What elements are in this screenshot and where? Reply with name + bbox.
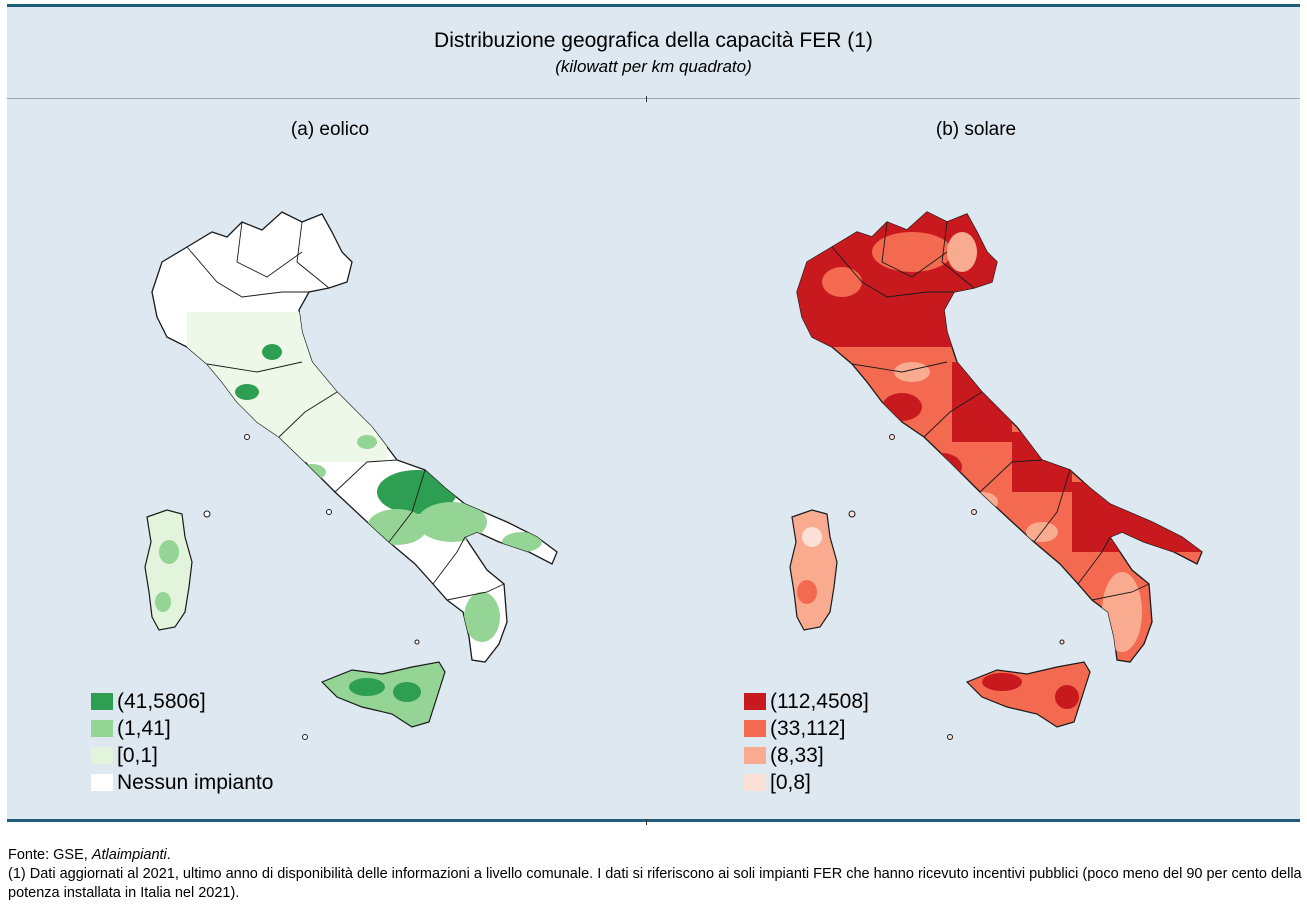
source-line: Fonte: GSE, Atlaimpianti. bbox=[8, 846, 1303, 865]
legend-swatch bbox=[744, 693, 766, 710]
legend-label: [0,8] bbox=[770, 770, 811, 794]
legend-label: (41,5806] bbox=[117, 689, 206, 713]
source-suffix: . bbox=[166, 847, 171, 863]
legend-label: (8,33] bbox=[770, 743, 824, 767]
source-name: Atlaimpianti bbox=[91, 847, 167, 863]
legend-item: (41,5806] bbox=[91, 688, 273, 715]
legend-item: (1,41] bbox=[91, 715, 273, 742]
legend-swatch bbox=[744, 747, 766, 764]
legend-swatch bbox=[91, 720, 113, 737]
figure-frame: Distribuzione geografica della capacità … bbox=[7, 4, 1300, 822]
legend-swatch bbox=[744, 774, 766, 791]
center-tick-bottom bbox=[646, 819, 647, 825]
panel-title-solare: (b) solare bbox=[935, 119, 1017, 140]
center-tick-top bbox=[646, 96, 647, 102]
legend-label: (1,41] bbox=[117, 716, 171, 740]
legend-label: [0,1] bbox=[117, 743, 158, 767]
map-solare bbox=[789, 211, 1203, 740]
legend-item: Nessun impianto bbox=[91, 769, 273, 796]
figure-header: Distribuzione geografica della capacità … bbox=[7, 7, 1300, 99]
legend-eolico: (41,5806] (1,41] [0,1] Nessun impianto bbox=[91, 688, 273, 796]
legend-item: (33,112] bbox=[744, 715, 869, 742]
legend-item: [0,1] bbox=[91, 742, 273, 769]
footnote: (1) Dati aggiornati al 2021, ultimo anno… bbox=[8, 866, 1302, 901]
legend-solare: (112,4508] (33,112] (8,33] [0,8] bbox=[744, 688, 869, 796]
legend-label: (112,4508] bbox=[770, 689, 869, 713]
figure-footer: Fonte: GSE, Atlaimpianti. (1) Dati aggio… bbox=[8, 846, 1303, 903]
map-eolico bbox=[144, 211, 558, 740]
header-divider bbox=[7, 98, 1300, 99]
legend-swatch bbox=[91, 693, 113, 710]
legend-swatch bbox=[744, 720, 766, 737]
legend-swatch bbox=[91, 747, 113, 764]
panel-title-eolico: (a) eolico bbox=[290, 119, 370, 140]
legend-swatch bbox=[91, 774, 113, 791]
legend-item: (8,33] bbox=[744, 742, 869, 769]
legend-item: [0,8] bbox=[744, 769, 869, 796]
figure-subtitle: (kilowatt per km quadrato) bbox=[555, 57, 752, 76]
legend-label: Nessun impianto bbox=[117, 770, 274, 794]
legend-label: (33,112] bbox=[770, 716, 846, 740]
figure-title: Distribuzione geografica della capacità … bbox=[434, 29, 873, 52]
legend-item: (112,4508] bbox=[744, 688, 869, 715]
source-prefix: Fonte: GSE, bbox=[8, 847, 92, 863]
